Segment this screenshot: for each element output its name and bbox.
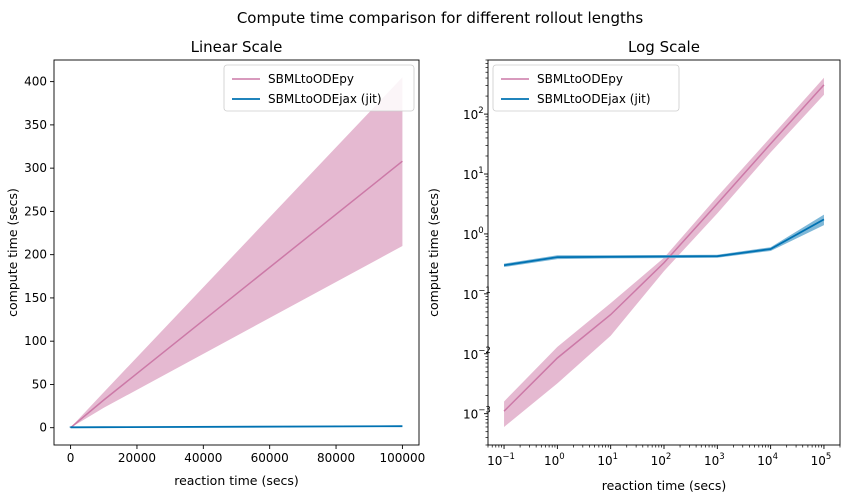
x-tick-mantissa: 10 [544,454,559,468]
x-tick-label: 60000 [251,451,289,465]
legend: SBMLtoODEpy SBMLtoODEjax (jit) [223,64,415,112]
x-tick-label: 105 [811,452,832,468]
legend: SBMLtoODEpy SBMLtoODEjax (jit) [492,64,680,112]
y-tick-label: 200 [24,248,47,262]
x-tick-exponent: 2 [666,452,671,462]
y-tick-mantissa: 10 [463,348,478,362]
plot-area [503,77,825,427]
legend-box [223,64,415,112]
y-tick-label: 102 [463,106,484,122]
x-axis-label: reaction time (secs) [174,473,299,488]
y-tick-exponent: −3 [478,406,491,416]
x-tick-mantissa: 10 [757,454,772,468]
y-tick-label: 0 [39,421,47,435]
y-tick-label: 100 [24,334,47,348]
x-tick-label: 40000 [184,451,222,465]
y-tick-mantissa: 10 [463,228,478,242]
x-tick-label: 103 [704,452,725,468]
x-tick-exponent: 5 [826,452,831,462]
x-tick-mantissa: 10 [704,454,719,468]
legend-box [492,64,680,112]
legend-label-sbmltoodepy: SBMLtoODEpy [537,72,623,86]
y-tick-label: 400 [24,75,47,89]
y-tick-mantissa: 10 [463,408,478,422]
x-tick-label: 102 [651,452,672,468]
x-tick-label: 101 [597,452,618,468]
legend-label-sbmltoodepy: SBMLtoODEpy [268,72,354,86]
x-tick-label: 80000 [317,451,355,465]
y-tick-label: 50 [32,377,47,391]
axes-frame [53,59,420,446]
x-tick-label: 10−1 [487,452,515,468]
plot-title: Log Scale [628,38,700,56]
x-tick-mantissa: 10 [597,454,612,468]
sbmltoodepy-band [70,77,403,428]
y-tick-label: 10−2 [463,346,491,362]
sbmltoodepy-line [503,84,825,412]
x-tick-label: 100 [544,452,565,468]
y-tick-label: 10−1 [463,286,491,302]
x-tick-label: 20000 [118,451,156,465]
y-tick-exponent: 1 [478,166,483,176]
x-tick-label: 104 [757,452,778,468]
figure-suptitle: Compute time comparison for different ro… [237,9,644,27]
sbmltoodepy-band [504,77,824,427]
sbmltoodejax-jit-band [504,214,824,268]
y-tick-mantissa: 10 [463,108,478,122]
y-tick-mantissa: 10 [463,168,478,182]
y-tick-label: 250 [24,204,47,218]
y-axis-label: compute time (secs) [426,188,441,317]
x-tick-exponent: 0 [559,452,564,462]
sbmltoodejax-jit-line [69,425,403,429]
x-tick-mantissa: 10 [651,454,666,468]
x-tick-mantissa: 10 [811,454,826,468]
x-tick-exponent: 1 [613,452,618,462]
y-tick-exponent: 0 [478,226,483,236]
legend-label-sbmltoodejax-jit: SBMLtoODEjax (jit) [537,92,651,106]
x-tick-label: 0 [67,451,75,465]
legend-label-sbmltoodejax-jit: SBMLtoODEjax (jit) [268,92,382,106]
sbmltoodejax-jit-line [503,218,825,267]
y-axis-label: compute time (secs) [5,188,20,317]
y-tick-label: 10−3 [463,406,491,422]
y-tick-label: 100 [463,226,484,242]
x-tick-mantissa: 10 [487,454,502,468]
y-tick-label: 300 [24,161,47,175]
y-tick-label: 150 [24,291,47,305]
y-tick-label: 101 [463,166,484,182]
y-tick-exponent: −2 [478,346,491,356]
plot-area [69,77,403,429]
linear-scale-panel: Linear Scale 0 20000 40000 60000 80000 100000 0… [5,38,425,488]
x-tick-exponent: −1 [502,452,515,462]
x-tick-exponent: 4 [773,452,778,462]
y-tick-label: 350 [24,118,47,132]
y-tick-exponent: 2 [478,106,483,116]
x-tick-exponent: 3 [719,452,724,462]
x-axis-label: reaction time (secs) [602,478,727,493]
y-tick-exponent: −1 [478,286,491,296]
plot-title: Linear Scale [191,38,283,56]
y-tick-mantissa: 10 [463,288,478,302]
x-tick-label: 100000 [380,451,426,465]
